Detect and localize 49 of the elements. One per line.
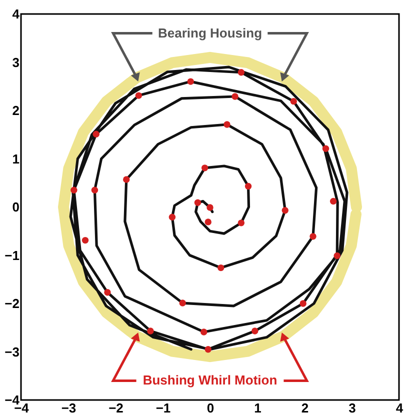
point bbox=[334, 252, 340, 260]
point bbox=[104, 289, 111, 296]
x-tick-label: −2 bbox=[108, 400, 124, 416]
y-tick-label: 0 bbox=[12, 200, 20, 214]
y-tick-label: 1 bbox=[12, 151, 20, 166]
annotation: Bushing Whirl Motion bbox=[142, 372, 278, 388]
y-tick-label: −1 bbox=[4, 248, 20, 263]
point bbox=[322, 145, 330, 152]
point bbox=[244, 182, 252, 190]
y-tick-label: −2 bbox=[4, 296, 20, 311]
point bbox=[238, 220, 245, 226]
point bbox=[252, 328, 258, 334]
x-tick-label: −1 bbox=[156, 400, 171, 416]
point bbox=[310, 233, 316, 240]
point bbox=[282, 207, 288, 214]
point bbox=[300, 300, 306, 307]
point bbox=[123, 176, 130, 183]
point bbox=[330, 198, 337, 205]
point bbox=[187, 78, 194, 85]
point bbox=[218, 264, 224, 272]
point bbox=[201, 164, 208, 172]
point bbox=[232, 93, 238, 100]
x-tick-label: 0 bbox=[206, 400, 214, 416]
point bbox=[204, 346, 212, 353]
point bbox=[206, 204, 214, 211]
y-tick-label: 3 bbox=[12, 54, 20, 70]
x-tick-label: 3 bbox=[348, 400, 356, 416]
point bbox=[168, 214, 176, 220]
point bbox=[82, 236, 89, 244]
point bbox=[179, 300, 186, 306]
point bbox=[224, 121, 230, 128]
point bbox=[92, 130, 100, 138]
point bbox=[200, 328, 208, 336]
point bbox=[70, 186, 78, 194]
annotation: Bearing Housing bbox=[158, 25, 262, 40]
x-tick-label: 1 bbox=[254, 400, 262, 416]
y-tick-label: 2 bbox=[12, 103, 20, 118]
point bbox=[238, 69, 245, 76]
point bbox=[194, 199, 202, 206]
y-tick-label: 4 bbox=[12, 6, 20, 22]
point bbox=[290, 98, 297, 105]
y-tick-label: −3 bbox=[4, 344, 20, 360]
point bbox=[91, 186, 98, 194]
point bbox=[147, 328, 154, 334]
x-tick-label: 4 bbox=[396, 400, 404, 416]
point bbox=[135, 92, 142, 99]
x-tick-label: −3 bbox=[61, 400, 76, 416]
point bbox=[204, 218, 212, 226]
x-tick-label: 2 bbox=[301, 400, 309, 416]
